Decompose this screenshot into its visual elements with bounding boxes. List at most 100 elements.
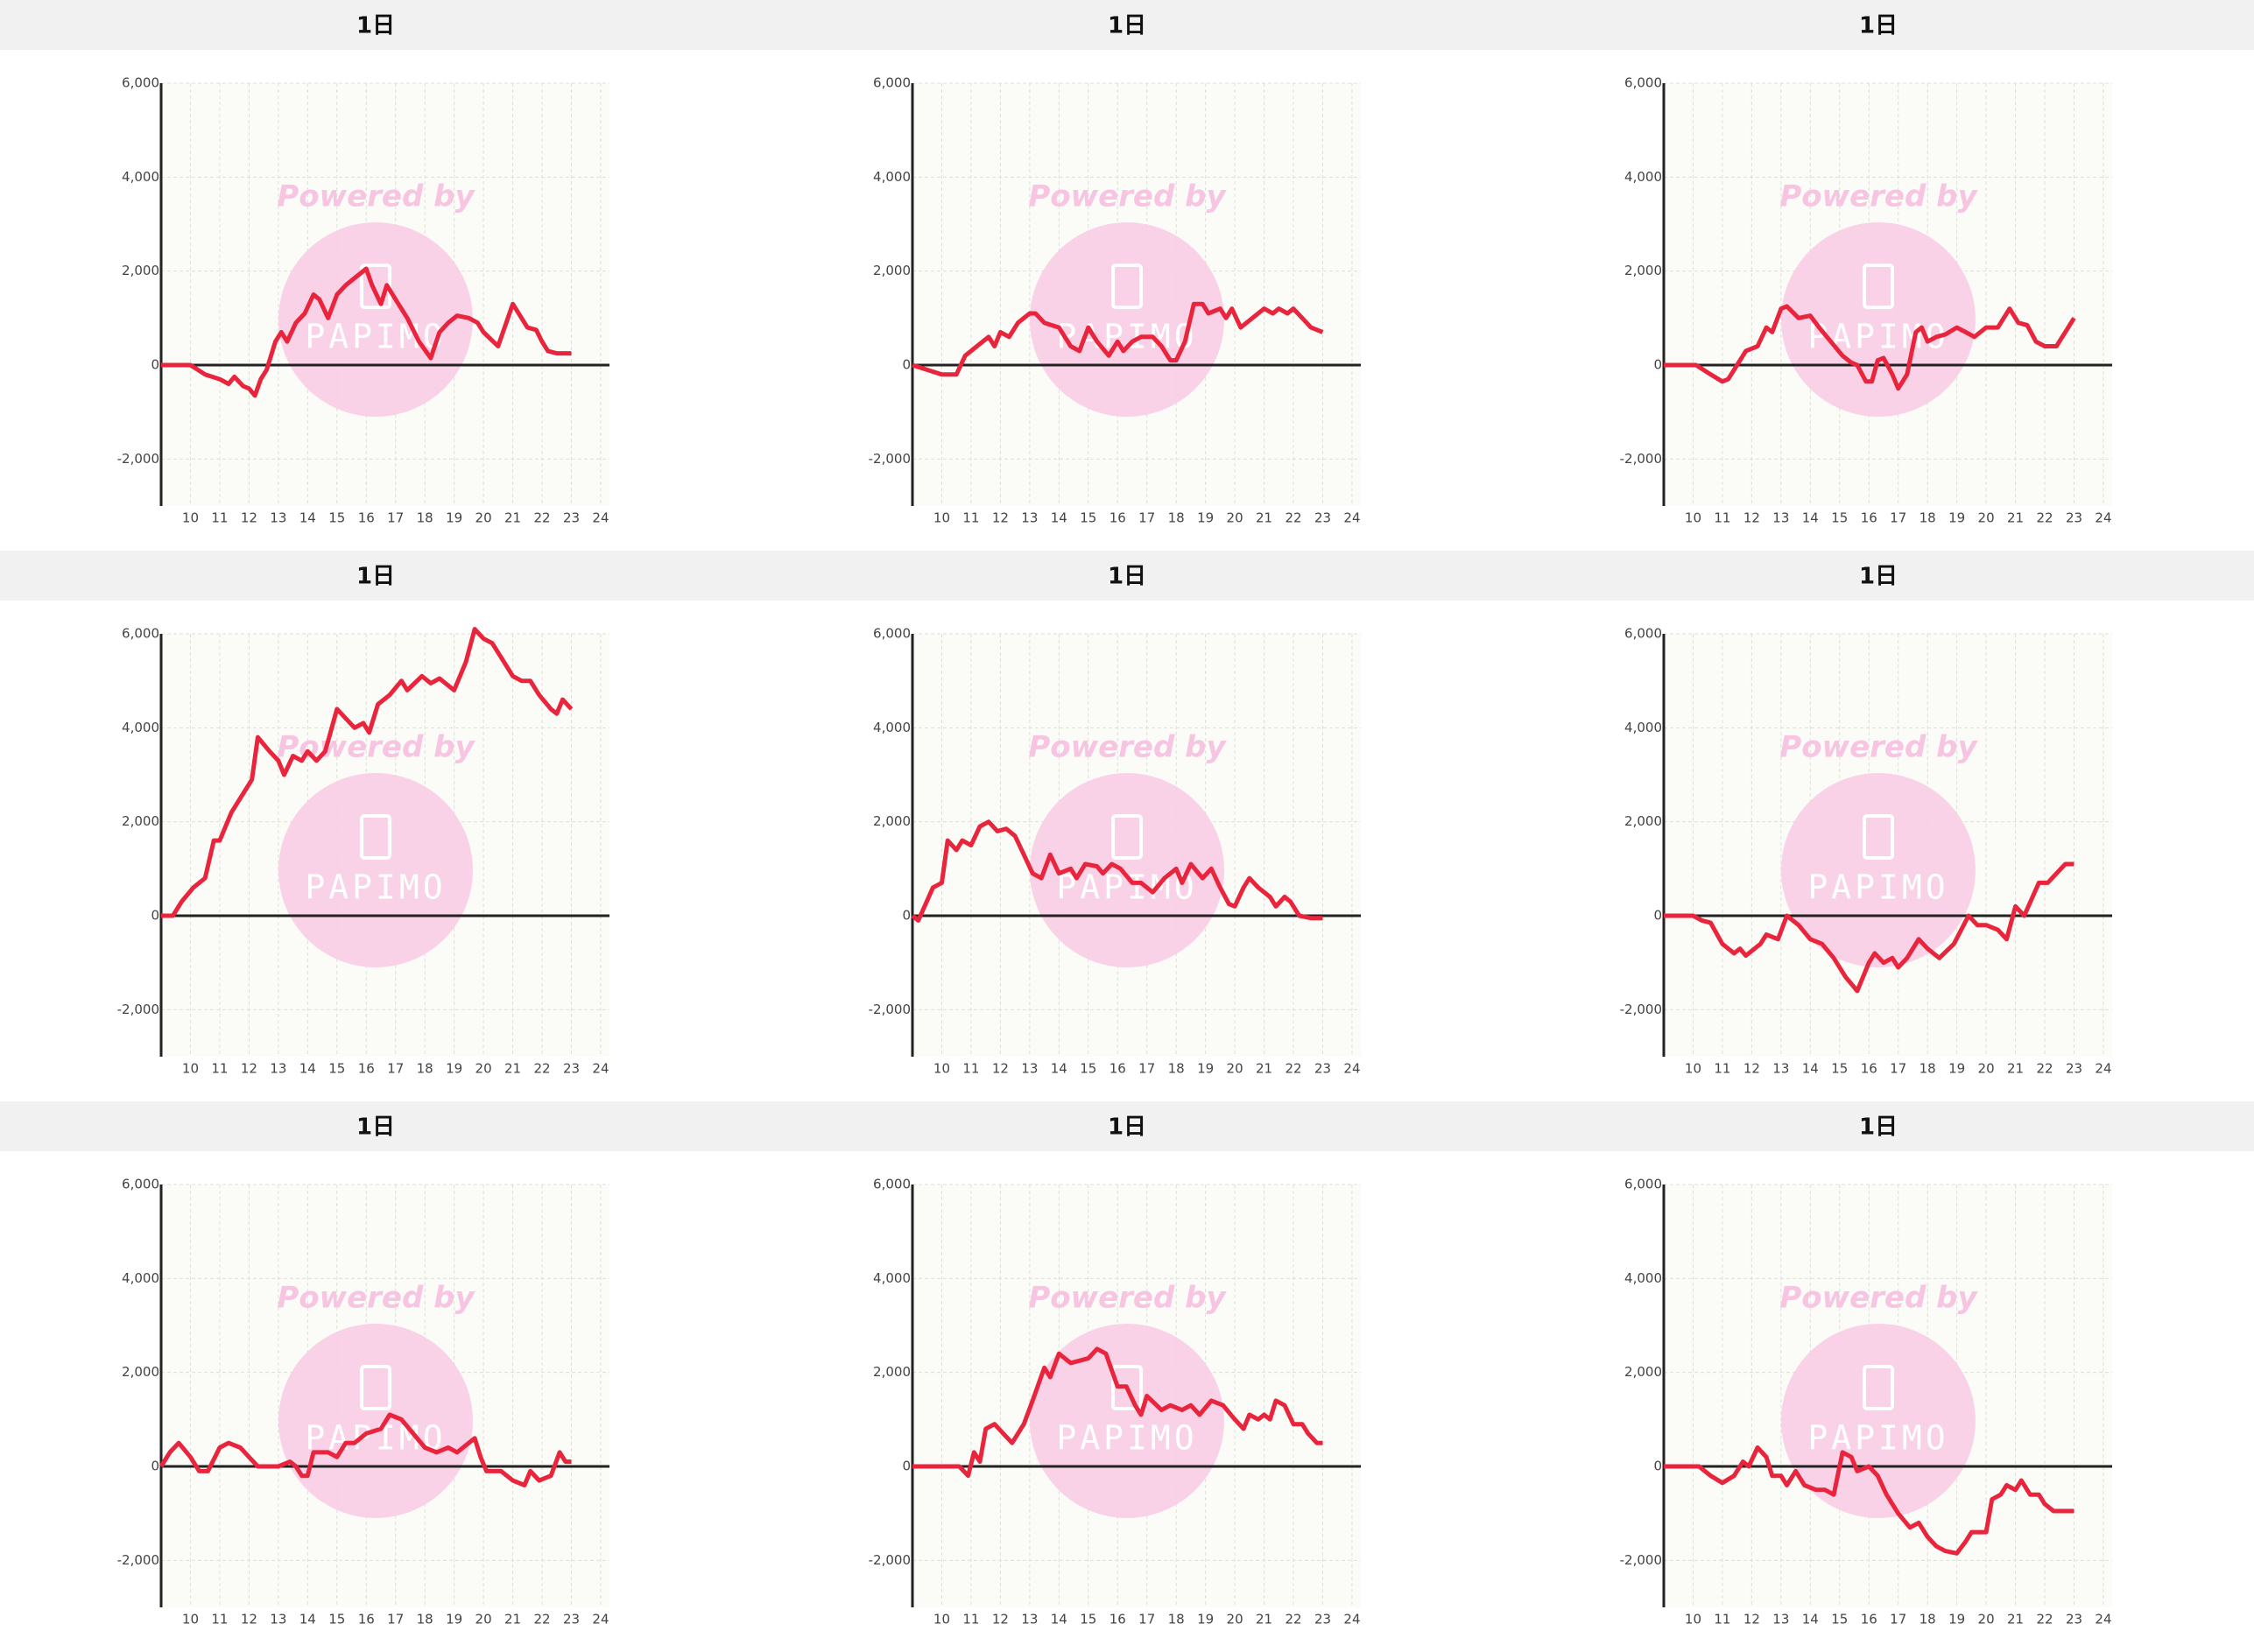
x-tick-label: 23 — [1314, 510, 1331, 526]
y-tick-label: 0 — [902, 908, 911, 924]
panel-header — [0, 1101, 751, 1151]
x-tick-label: 10 — [1685, 1612, 1701, 1627]
x-tick-label: 11 — [211, 1061, 228, 1077]
x-tick-label: 11 — [211, 1612, 228, 1627]
chart-panel: 1日 10 11 12 13 14 15 16 17 18 19 20 21 22 23 24 -2,000 0 2… — [1503, 1101, 2254, 1652]
x-tick-label: 21 — [2007, 1061, 2024, 1077]
x-tick-label: 14 — [1802, 510, 1819, 526]
x-tick-label: 16 — [1109, 1061, 1126, 1077]
watermark-text: Powered by — [1779, 179, 1978, 214]
x-tick-label: 13 — [270, 1612, 286, 1627]
x-tick-label: 21 — [504, 1061, 521, 1077]
x-tick-label: 12 — [1743, 1061, 1760, 1077]
x-tick-label: 24 — [1343, 1061, 1360, 1077]
x-tick-label: 11 — [962, 1061, 979, 1077]
x-tick-label: 12 — [241, 1061, 257, 1077]
y-tick-label: 6,000 — [1624, 626, 1662, 642]
x-tick-label: 24 — [592, 1061, 609, 1077]
x-tick-label: 12 — [241, 1612, 257, 1627]
data-line — [161, 266, 572, 398]
watermark-circle — [278, 773, 473, 967]
x-tick-label: 24 — [592, 1612, 609, 1627]
panel-title: 1日 — [1859, 1114, 1898, 1141]
y-tick-label: -2,000 — [117, 1002, 159, 1017]
x-tick-label: 16 — [358, 1612, 375, 1627]
watermark-circle — [1781, 1324, 1976, 1518]
watermark-icon — [1111, 814, 1143, 860]
watermark-logo: PAPIMO — [1056, 1419, 1197, 1458]
y-tick-label: 2,000 — [1624, 813, 1662, 829]
x-tick-label: 21 — [1256, 510, 1272, 526]
x-tick-label: 17 — [1138, 510, 1155, 526]
panel-title: 1日 — [1108, 564, 1146, 590]
panel-header — [0, 551, 751, 601]
x-tick-label: 17 — [1890, 1612, 1906, 1627]
x-tick-label: 22 — [2036, 1061, 2053, 1077]
x-tick-label: 19 — [1197, 510, 1214, 526]
x-tick-label: 10 — [1685, 1061, 1701, 1077]
y-tick-label: 4,000 — [1624, 720, 1662, 735]
y-tick-label: 4,000 — [873, 169, 911, 185]
x-tick-label: 22 — [2036, 1612, 2053, 1627]
x-tick-label: 24 — [592, 510, 609, 526]
x-tick-label: 18 — [1919, 510, 1936, 526]
y-tick-label: 6,000 — [873, 1177, 911, 1192]
x-tick-label: 14 — [299, 510, 316, 526]
x-tick-label: 13 — [1021, 1612, 1038, 1627]
x-tick-label: 21 — [1256, 1612, 1272, 1627]
x-tick-label: 24 — [1343, 1612, 1360, 1627]
panel-header — [751, 551, 1503, 601]
x-tick-label: 16 — [1109, 510, 1126, 526]
x-tick-label: 10 — [1685, 510, 1701, 526]
y-tick-label: 0 — [1653, 908, 1662, 924]
watermark-circle — [1781, 222, 1976, 417]
watermark-text: Powered by — [277, 730, 475, 765]
x-tick-label: 17 — [387, 510, 404, 526]
x-tick-label: 14 — [1802, 1061, 1819, 1077]
x-tick-label: 13 — [270, 1061, 286, 1077]
x-tick-label: 10 — [182, 1061, 199, 1077]
x-tick-label: 19 — [446, 510, 462, 526]
x-tick-label: 22 — [1285, 510, 1301, 526]
data-line — [911, 819, 1323, 923]
y-tick-label: 6,000 — [122, 75, 159, 91]
x-tick-label: 21 — [504, 510, 521, 526]
y-tick-label: 2,000 — [873, 1364, 911, 1380]
watermark-logo: PAPIMO — [1807, 1419, 1948, 1458]
y-tick-label: -2,000 — [869, 451, 911, 467]
watermark-logo: PAPIMO — [305, 318, 446, 356]
x-tick-label: 20 — [475, 1061, 492, 1077]
panel-header — [751, 0, 1503, 50]
x-tick-label: 13 — [1772, 1612, 1789, 1627]
y-tick-label: 6,000 — [122, 1177, 159, 1192]
chart-panel: 1日 10 11 12 13 14 15 16 17 18 19 20 21 22 23 24 -2,000 0 2… — [0, 551, 751, 1101]
x-tick-label: 19 — [1197, 1061, 1214, 1077]
x-tick-label: 18 — [1168, 1612, 1185, 1627]
watermark-logo: PAPIMO — [305, 868, 446, 907]
panel-header — [1503, 0, 2254, 50]
watermark-circle — [278, 1324, 473, 1518]
x-tick-label: 11 — [1714, 1061, 1730, 1077]
x-tick-label: 23 — [2066, 510, 2082, 526]
x-tick-label: 24 — [2095, 1061, 2111, 1077]
x-tick-label: 14 — [1051, 1061, 1067, 1077]
x-tick-label: 13 — [1021, 1061, 1038, 1077]
y-tick-label: 2,000 — [873, 813, 911, 829]
x-tick-label: 17 — [1138, 1612, 1155, 1627]
x-tick-label: 23 — [563, 510, 580, 526]
chart-panel: 1日 10 11 12 13 14 15 16 17 18 19 20 21 22 23 24 -2,000 0 2… — [751, 1101, 1503, 1652]
x-tick-label: 12 — [241, 510, 257, 526]
x-tick-label: 20 — [475, 510, 492, 526]
x-tick-label: 22 — [533, 510, 550, 526]
x-tick-label: 12 — [992, 510, 1009, 526]
watermark-text: Powered by — [1028, 1281, 1227, 1316]
panel-header — [1503, 1101, 2254, 1151]
watermark-text: Powered by — [1028, 179, 1227, 214]
x-tick-label: 23 — [2066, 1612, 2082, 1627]
x-tick-label: 11 — [962, 1612, 979, 1627]
watermark-icon — [1111, 264, 1143, 309]
y-tick-label: 2,000 — [873, 263, 911, 278]
data-line — [1664, 304, 2076, 391]
watermark-circle — [278, 222, 473, 417]
x-tick-label: 21 — [2007, 510, 2024, 526]
